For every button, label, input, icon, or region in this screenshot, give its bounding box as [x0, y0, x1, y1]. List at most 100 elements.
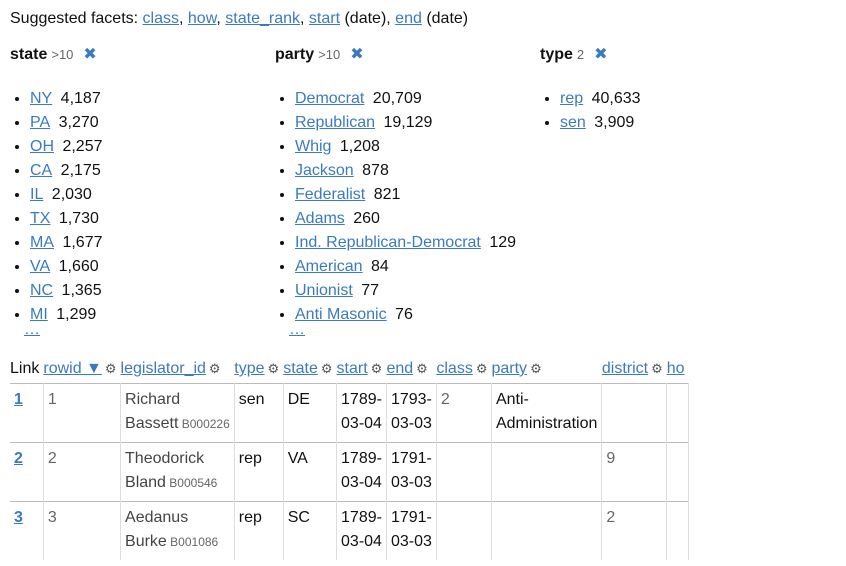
facet-value-link[interactable]: Anti Masonic: [295, 306, 387, 323]
suggested-facets: Suggested facets: class, how, state_rank…: [10, 9, 468, 29]
facet-item: MI 1,299: [30, 303, 102, 327]
facet-title: party >10 ✖: [275, 45, 516, 65]
column-header-end[interactable]: end ⚙: [386, 360, 436, 384]
facet-item: Federalist 821: [295, 183, 516, 207]
table-body: 1 1 Richard Bassett B000226 sen DE 1789- 03-04 1…: [10, 383, 690, 560]
facet-value-link[interactable]: OH: [30, 138, 54, 155]
start-date-part: 1789-: [341, 509, 382, 526]
legislator-link[interactable]: Bland: [125, 474, 166, 491]
column-sort-link[interactable]: type: [234, 360, 265, 377]
cell-legislator-id: Aedanus Burke B001086: [120, 501, 235, 560]
row-link[interactable]: 3: [14, 509, 23, 526]
column-sort-link[interactable]: end: [386, 360, 414, 377]
column-options-gear-icon[interactable]: ⚙: [530, 361, 542, 376]
column-sort-link[interactable]: rowid ▼: [43, 360, 102, 377]
facet-value-link[interactable]: TX: [30, 210, 51, 227]
row-link[interactable]: 2: [14, 450, 23, 467]
remove-facet-icon[interactable]: ✖: [594, 46, 608, 63]
facet-title: type 2 ✖: [540, 45, 641, 65]
facet-value-link[interactable]: Federalist: [295, 186, 366, 203]
facet-name: state: [10, 46, 48, 63]
legislator-link[interactable]: Burke: [125, 533, 167, 550]
facet-item: Democrat 20,709: [295, 87, 516, 111]
suggested-facet-class[interactable]: class: [142, 10, 179, 27]
facet-item: TX 1,730: [30, 207, 102, 231]
facet-value-link[interactable]: Unionist: [295, 282, 353, 299]
column-header-rowid[interactable]: rowid ▼ ⚙: [43, 360, 120, 384]
facet-more-link[interactable]: …: [289, 321, 305, 338]
facet-value-link[interactable]: rep: [560, 90, 584, 107]
cell-legislator-id: Theodorick Bland B000546: [120, 442, 235, 502]
facet-value-link[interactable]: Democrat: [295, 90, 365, 107]
column-sort-link[interactable]: party: [491, 360, 528, 377]
column-options-gear-icon[interactable]: ⚙: [104, 361, 117, 376]
facet-value-link[interactable]: CA: [30, 162, 53, 179]
cell-how: [666, 501, 690, 560]
cell-party: [491, 442, 603, 502]
facet-value-link[interactable]: MA: [30, 234, 54, 251]
column-header-party[interactable]: party ⚙: [491, 360, 601, 384]
facet-item: VA 1,660: [30, 255, 102, 279]
column-header-type[interactable]: type ⚙: [234, 360, 283, 384]
cell-party: Anti- Administration: [491, 383, 603, 443]
end-date-part: 1791-: [390, 450, 432, 467]
cell-type: sen: [234, 383, 284, 443]
column-header-how[interactable]: ho: [667, 360, 689, 384]
column-header-district[interactable]: district ⚙: [602, 360, 667, 384]
column-header-state[interactable]: state ⚙: [283, 360, 336, 384]
facet-value-link[interactable]: NC: [30, 282, 54, 299]
column-options-gear-icon[interactable]: ⚙: [208, 361, 221, 376]
facet-value-link[interactable]: Adams: [295, 210, 345, 227]
facet-value-link[interactable]: Whig: [295, 138, 332, 155]
facet-value-link[interactable]: VA: [30, 258, 51, 275]
cell-party: [491, 501, 603, 560]
table-row: 2 2 Theodorick Bland B000546 rep VA 1789- 03-04…: [10, 442, 690, 502]
facet-value-link[interactable]: NY: [30, 90, 53, 107]
facet-value-link[interactable]: American: [295, 258, 363, 275]
column-options-gear-icon[interactable]: ⚙: [320, 361, 333, 376]
legislator-link[interactable]: Richard: [125, 391, 181, 408]
legislator-link[interactable]: Theodorick: [125, 450, 205, 467]
column-options-gear-icon[interactable]: ⚙: [475, 361, 488, 376]
row-link[interactable]: 1: [14, 391, 23, 408]
column-sort-link[interactable]: district: [601, 360, 649, 377]
facet-item: NY 4,187: [30, 87, 102, 111]
facet-value-link[interactable]: IL: [30, 186, 44, 203]
facet-more-link[interactable]: …: [24, 321, 40, 338]
cell-class: 2: [436, 383, 492, 443]
facet-value-link[interactable]: sen: [560, 114, 586, 131]
start-date-part: 1789-: [341, 450, 382, 467]
suggested-facet-state-rank[interactable]: state_rank: [225, 10, 300, 27]
suggested-facet-start[interactable]: start: [308, 10, 341, 27]
remove-facet-icon[interactable]: ✖: [350, 46, 364, 63]
legislator-link[interactable]: Aedanus: [125, 509, 189, 526]
column-header-legislator_id[interactable]: legislator_id ⚙: [121, 360, 235, 384]
column-sort-link[interactable]: class: [436, 360, 473, 377]
column-options-gear-icon[interactable]: ⚙: [370, 361, 383, 376]
cell-rowid: 2: [43, 442, 122, 502]
column-sort-link[interactable]: state: [283, 360, 318, 377]
column-header-class[interactable]: class ⚙: [436, 360, 491, 384]
facet-value-link[interactable]: Jackson: [295, 162, 354, 179]
facet-value-count: 20,709: [368, 90, 422, 107]
facet-item: rep 40,633: [560, 87, 641, 111]
column-options-gear-icon[interactable]: ⚙: [416, 361, 428, 376]
facet-value-count: 77: [356, 282, 380, 299]
column-header-start[interactable]: start ⚙: [337, 360, 387, 384]
legislator-link[interactable]: Bassett: [125, 415, 179, 432]
facet-item: Adams 260: [295, 207, 516, 231]
facet-value-link[interactable]: MI: [30, 306, 48, 323]
facet-value-link[interactable]: PA: [30, 114, 51, 131]
column-sort-link[interactable]: start: [336, 360, 368, 377]
remove-facet-icon[interactable]: ✖: [83, 46, 97, 63]
column-sort-link[interactable]: ho: [666, 360, 685, 377]
cell-class: [436, 501, 492, 560]
facet-value-count: 260: [348, 210, 380, 227]
suggested-facet-end[interactable]: end: [395, 10, 422, 27]
column-options-gear-icon[interactable]: ⚙: [651, 361, 663, 376]
column-sort-link[interactable]: legislator_id: [120, 360, 206, 377]
column-options-gear-icon[interactable]: ⚙: [267, 361, 280, 376]
facet-value-link[interactable]: Ind. Republican-Democrat: [295, 234, 481, 251]
facet-value-link[interactable]: Republican: [295, 114, 376, 131]
suggested-facet-how[interactable]: how: [187, 10, 217, 27]
